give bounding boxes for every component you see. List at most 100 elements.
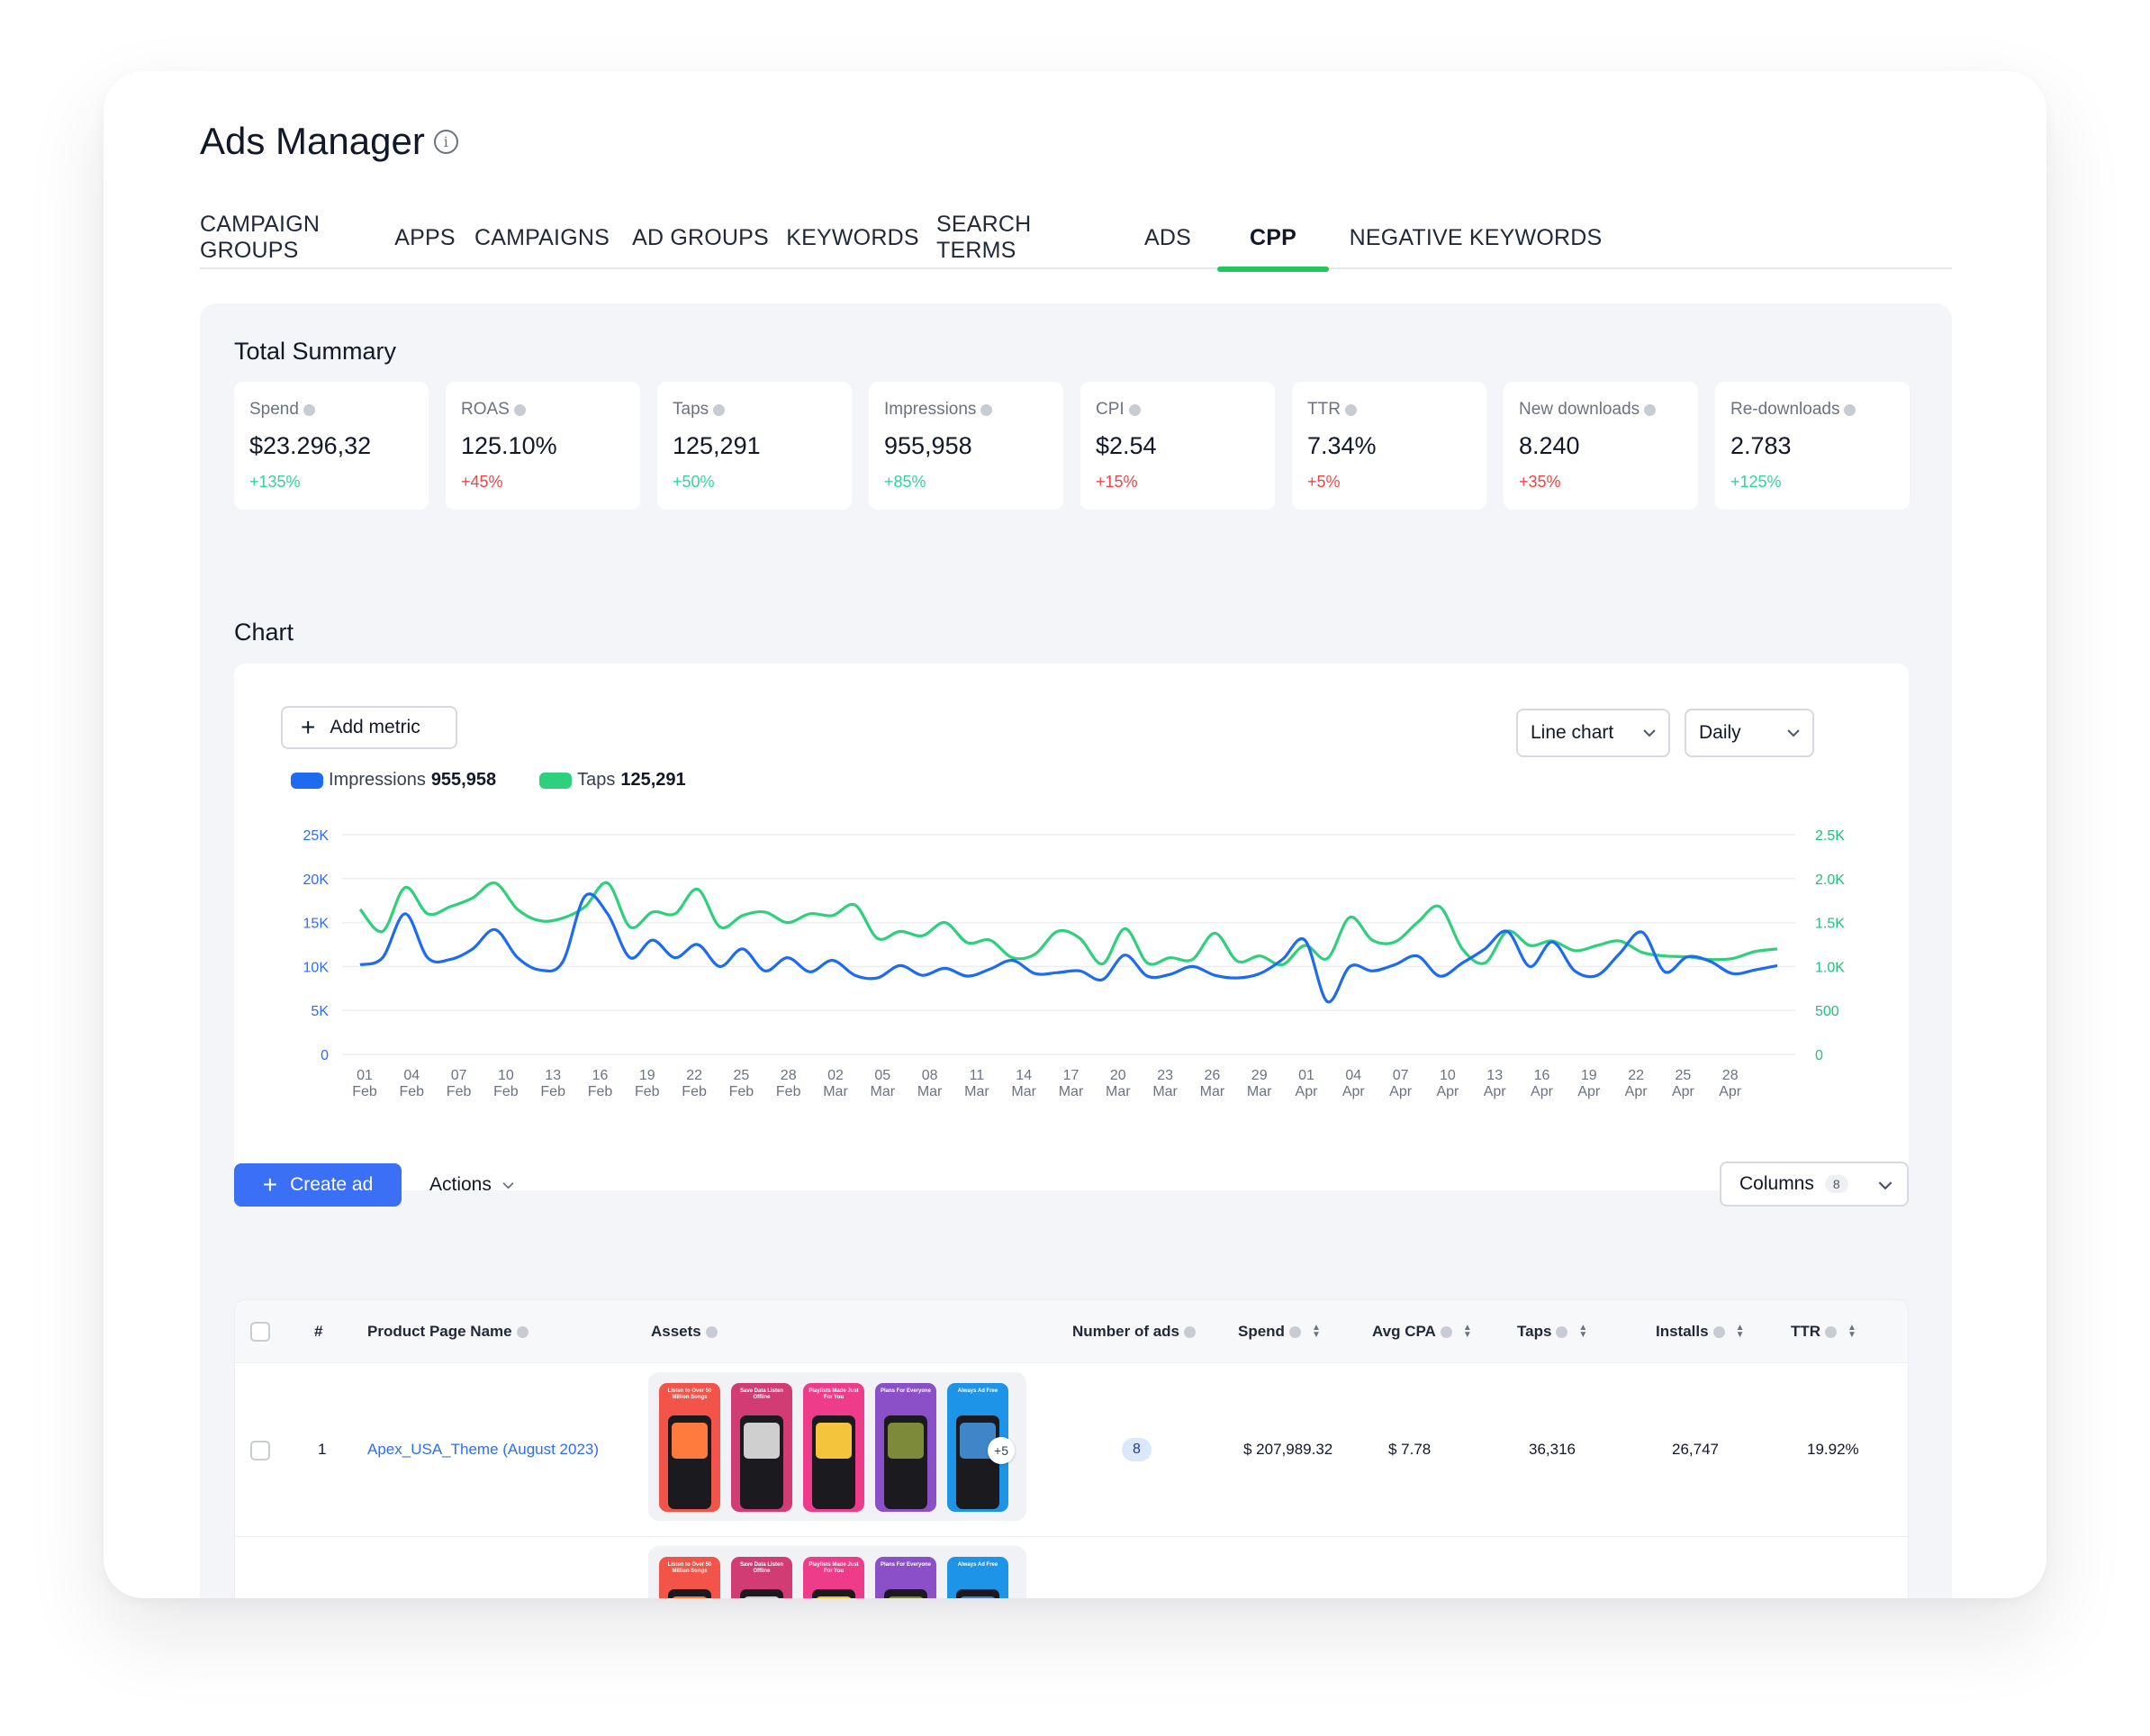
tab-campaign-groups[interactable]: CAMPAIGN GROUPS — [200, 212, 321, 263]
avg-cpa-value: $ 7.78 — [1388, 1441, 1432, 1458]
metric-change: +135% — [249, 473, 301, 491]
metric-value: $23.296,32 — [249, 432, 372, 459]
product-page-link[interactable]: Apex_USA_Theme (August 2023) — [367, 1441, 600, 1458]
product-page-link[interactable]: Default Product Page — [367, 1537, 513, 1598]
tab-cpp[interactable]: CPP — [1217, 206, 1329, 272]
metric-label-text: Spend — [249, 400, 299, 419]
phone-mockup — [812, 1589, 855, 1598]
col-taps-label: Taps — [1517, 1323, 1552, 1340]
columns-button[interactable]: Columns 8 — [1720, 1162, 1909, 1207]
granularity-select[interactable]: Daily — [1685, 709, 1814, 757]
actions-label: Actions — [429, 1174, 492, 1195]
tab-bar: CAMPAIGN GROUPS APPS CAMPAIGNS AD GROUPS… — [200, 206, 1952, 272]
info-icon[interactable]: i — [433, 129, 458, 154]
tab-negative-keywords[interactable]: NEGATIVE KEYWORDS — [1349, 224, 1603, 250]
table-row[interactable]: 2 Default Product Page Listen to Over 50 M… — [235, 1537, 1908, 1598]
col-spend[interactable]: Spend ▲ ▼ — [1238, 1300, 1321, 1363]
x-tick-label: 01 — [357, 1068, 373, 1083]
chart-type-select[interactable]: Line chart — [1516, 709, 1670, 757]
metric-label-text: Re-downloads — [1730, 400, 1840, 419]
ttr-value: 5.21% — [1807, 1537, 1850, 1598]
table-row[interactable]: 1 Apex_USA_Theme (August 2023) Listen to O… — [235, 1363, 1908, 1537]
metric-change: +50% — [673, 473, 715, 491]
tab-search-terms[interactable]: SEARCH TERMS — [936, 212, 1032, 263]
asset-caption: Playlists Made Just For You — [809, 1562, 859, 1574]
x-tick-label: Feb — [540, 1084, 565, 1099]
sort-icon[interactable]: ▲ ▼ — [1311, 1323, 1321, 1340]
y2-tick-label: 2.0K — [1815, 873, 1845, 888]
metric-value: 125,291 — [673, 432, 761, 459]
album-art — [816, 1596, 852, 1598]
legend-taps-name[interactable]: Taps — [577, 770, 616, 790]
x-tick-label: 28 — [1722, 1068, 1739, 1083]
sort-icon[interactable]: ▲ ▼ — [1735, 1323, 1745, 1340]
select-all-checkbox[interactable] — [250, 1322, 270, 1342]
asset-screenshot[interactable]: Always Ad Free — [947, 1557, 1008, 1598]
cpp-table: # Product Page Name Assets Number of ads… — [234, 1299, 1909, 1598]
asset-caption: Listen to Over 50 Million Songs — [667, 1562, 712, 1574]
asset-screenshot[interactable]: Playlists Made Just For You — [803, 1557, 864, 1598]
asset-screenshot[interactable]: Playlists Made Just For You — [803, 1383, 864, 1512]
asset-screenshot[interactable]: Listen to Over 50 Million Songs — [659, 1557, 720, 1598]
create-ad-label: Create ad — [290, 1174, 374, 1195]
ads-count-badge[interactable]: 8 — [1122, 1438, 1152, 1461]
y-tick-label: 25K — [303, 828, 330, 844]
y2-tick-label: 1.5K — [1815, 917, 1845, 932]
tab-campaigns[interactable]: CAMPAIGNS — [474, 224, 610, 250]
asset-screenshot[interactable]: Plans For Everyone — [875, 1383, 936, 1512]
sort-icon[interactable]: ▲ ▼ — [1578, 1323, 1588, 1340]
x-tick-label: 10 — [498, 1068, 514, 1083]
metric-value: 955,958 — [884, 432, 972, 459]
more-assets-badge[interactable]: +5 — [988, 1437, 1015, 1464]
x-tick-label: Feb — [729, 1084, 754, 1099]
table-header: # Product Page Name Assets Number of ads… — [235, 1300, 1908, 1363]
chart-legend: Impressions 955,958 Taps 125,291 — [291, 770, 686, 791]
phone-mockup — [956, 1589, 999, 1598]
tab-ad-groups[interactable]: AD GROUPS — [632, 224, 769, 250]
asset-caption: Always Ad Free — [957, 1388, 998, 1394]
metric-change: +125% — [1730, 473, 1782, 491]
asset-screenshot[interactable]: Plans For Everyone — [875, 1557, 936, 1598]
sort-icon[interactable]: ▲ ▼ — [1462, 1323, 1472, 1340]
columns-count-badge: 8 — [1824, 1175, 1848, 1193]
col-assets-label: Assets — [651, 1323, 701, 1340]
summary-title: Total Summary — [234, 338, 397, 365]
metric-card: New downloads 8.240 +35% — [1504, 382, 1698, 510]
asset-caption: Playlists Made Just For You — [809, 1388, 859, 1400]
col-taps[interactable]: Taps ▲ ▼ — [1517, 1300, 1587, 1363]
phone-mockup — [956, 1415, 999, 1509]
info-icon — [1440, 1325, 1452, 1338]
create-ad-button[interactable]: + Create ad — [234, 1163, 402, 1207]
x-tick-label: Apr — [1625, 1084, 1649, 1099]
asset-screenshot[interactable]: Listen to Over 50 Million Songs — [659, 1383, 720, 1512]
row-checkbox[interactable] — [250, 1441, 270, 1460]
x-tick-label: 22 — [686, 1068, 702, 1083]
col-installs-label: Installs — [1656, 1323, 1709, 1340]
x-tick-label: 17 — [1063, 1068, 1080, 1083]
col-product-page-name[interactable]: Product Page Name — [367, 1300, 528, 1363]
info-icon — [1825, 1325, 1838, 1338]
col-assets[interactable]: Assets — [651, 1300, 718, 1363]
col-installs[interactable]: Installs ▲ ▼ — [1656, 1300, 1745, 1363]
metric-change: +85% — [884, 473, 926, 491]
sort-icon[interactable]: ▲ ▼ — [1847, 1323, 1856, 1340]
add-metric-label: Add metric — [330, 717, 420, 737]
asset-screenshot[interactable]: Save Data Listen Offline — [731, 1557, 792, 1598]
actions-dropdown[interactable]: Actions — [429, 1163, 514, 1207]
metric-value: 7.34% — [1307, 432, 1377, 459]
col-avg-cpa[interactable]: Avg CPA ▲ ▼ — [1372, 1300, 1472, 1363]
tab-keywords[interactable]: KEYWORDS — [786, 224, 919, 250]
asset-caption: Always Ad Free — [957, 1562, 998, 1568]
col-ttr[interactable]: TTR ▲ ▼ — [1791, 1300, 1856, 1363]
add-metric-button[interactable]: + Add metric — [281, 706, 457, 749]
asset-screenshot[interactable]: Always Ad Free — [947, 1383, 1008, 1512]
asset-screenshot[interactable]: Save Data Listen Offline — [731, 1383, 792, 1512]
legend-impressions-name[interactable]: Impressions — [329, 770, 426, 790]
x-tick-label: 11 — [970, 1068, 985, 1083]
x-tick-label: Mar — [1200, 1084, 1225, 1099]
col-number-of-ads[interactable]: Number of ads — [1072, 1300, 1197, 1363]
phone-mockup — [884, 1415, 927, 1509]
metric-value: $2.54 — [1096, 432, 1157, 459]
tab-apps[interactable]: APPS — [394, 224, 456, 250]
tab-ads[interactable]: ADS — [1143, 224, 1191, 250]
